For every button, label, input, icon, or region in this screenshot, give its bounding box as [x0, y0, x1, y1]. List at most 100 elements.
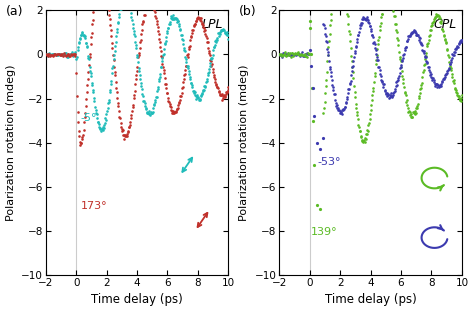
Point	[389, 3, 397, 8]
Point	[332, 104, 340, 109]
Point	[74, 110, 82, 115]
Point	[440, 77, 448, 82]
Point	[208, 55, 215, 60]
Point	[51, 52, 58, 57]
Point	[325, 53, 332, 58]
Point	[146, 0, 153, 2]
Point	[396, 54, 403, 59]
Point	[129, 22, 137, 27]
Point	[224, 88, 232, 93]
Point	[202, 80, 210, 85]
Point	[342, 99, 350, 104]
Point	[432, 81, 439, 86]
Point	[434, 13, 442, 18]
Point	[162, 81, 169, 86]
Point	[446, 62, 454, 67]
Point	[321, 90, 329, 95]
Point	[53, 51, 61, 56]
Point	[334, 105, 342, 110]
Point	[170, 110, 178, 115]
Point	[377, 21, 384, 26]
Point	[131, 89, 138, 94]
Point	[365, 122, 372, 127]
Point	[182, 56, 190, 61]
Point	[162, 38, 170, 43]
Point	[190, 90, 198, 95]
Point	[406, 32, 414, 37]
Point	[80, 120, 88, 125]
Point	[388, 94, 396, 99]
Point	[88, 30, 96, 35]
Point	[422, 54, 429, 59]
Point	[123, 132, 131, 137]
Point	[361, 140, 368, 145]
Point	[409, 114, 416, 119]
Point	[356, 128, 364, 133]
Point	[353, 110, 361, 115]
Point	[450, 50, 458, 55]
Point	[142, 107, 150, 112]
Point	[204, 72, 211, 77]
Point	[436, 16, 444, 21]
Point	[352, 45, 359, 50]
Point	[351, 95, 359, 100]
Point	[191, 22, 199, 27]
Point	[216, 93, 223, 98]
Point	[335, 107, 343, 112]
Point	[134, 54, 141, 59]
Point	[379, 81, 387, 86]
Point	[202, 32, 210, 37]
Point	[447, 66, 455, 71]
Y-axis label: Polarization rotation (mdeg): Polarization rotation (mdeg)	[6, 65, 16, 221]
Point	[321, 99, 328, 104]
Point	[353, 43, 360, 48]
Point	[212, 83, 220, 88]
Point	[46, 51, 54, 56]
Point	[63, 52, 71, 57]
Point	[78, 140, 85, 145]
Point	[195, 98, 203, 103]
Point	[169, 109, 177, 114]
Point	[150, 5, 157, 10]
Point	[119, 128, 127, 133]
Point	[128, 15, 135, 20]
Point	[49, 51, 56, 56]
Point	[153, 18, 160, 23]
Point	[405, 37, 412, 42]
Point	[383, 92, 390, 97]
Point	[109, 52, 117, 57]
Point	[363, 131, 370, 136]
Point	[347, 53, 355, 58]
Point	[392, 86, 399, 91]
Point	[361, 16, 369, 21]
Point	[303, 51, 311, 56]
Text: -5°: -5°	[81, 113, 97, 123]
Point	[408, 114, 416, 119]
Point	[61, 51, 69, 56]
Point	[186, 75, 193, 80]
Point	[128, 17, 136, 22]
Point	[160, 71, 168, 76]
Point	[384, 92, 392, 97]
Point	[404, 33, 412, 38]
Point	[155, 77, 163, 82]
Point	[366, 112, 374, 117]
Point	[323, 69, 330, 74]
Point	[429, 75, 437, 80]
Point	[457, 99, 465, 104]
Point	[382, 0, 389, 3]
Point	[176, 27, 184, 32]
Point	[410, 110, 417, 115]
Point	[292, 53, 300, 58]
Point	[87, 74, 95, 79]
Point	[319, 136, 327, 141]
Point	[178, 90, 185, 95]
Point	[302, 52, 310, 57]
Point	[143, 110, 151, 115]
Point	[290, 54, 297, 59]
Point	[168, 109, 175, 114]
Point	[451, 86, 459, 91]
Point	[110, 53, 118, 58]
Point	[210, 44, 218, 49]
Point	[196, 96, 204, 101]
